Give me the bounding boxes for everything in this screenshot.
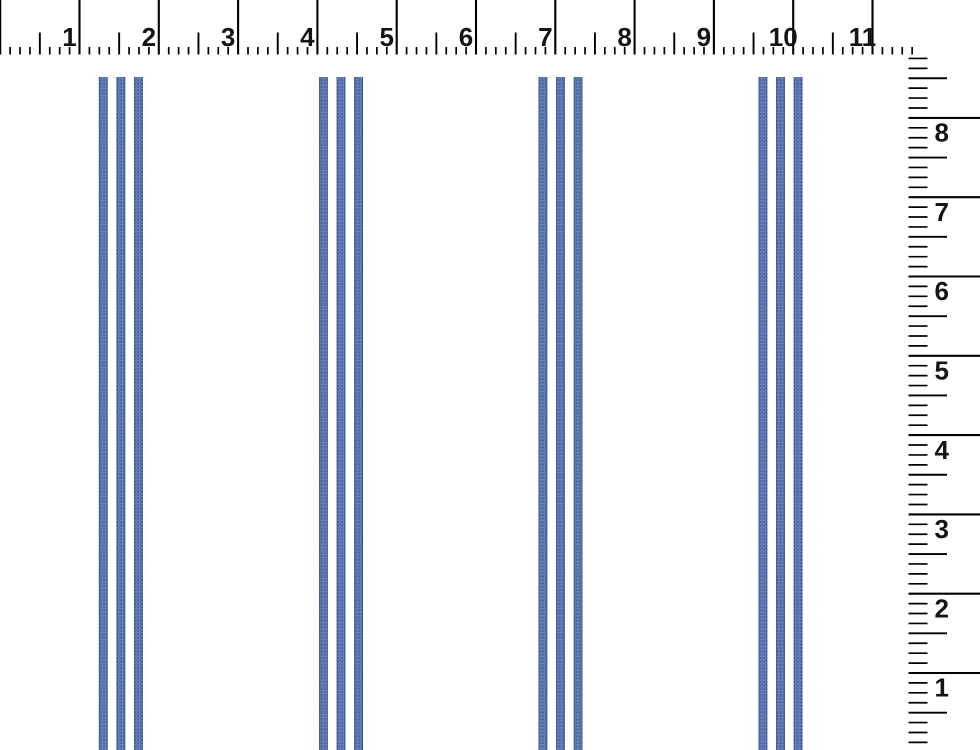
- svg-text:5: 5: [379, 22, 393, 52]
- svg-text:1: 1: [935, 673, 949, 703]
- svg-text:8: 8: [617, 22, 631, 52]
- svg-text:4: 4: [935, 435, 950, 465]
- svg-text:7: 7: [538, 22, 552, 52]
- svg-text:4: 4: [300, 22, 315, 52]
- svg-text:8: 8: [935, 118, 949, 148]
- svg-text:2: 2: [142, 22, 156, 52]
- svg-text:6: 6: [935, 276, 949, 306]
- svg-text:6: 6: [459, 22, 473, 52]
- svg-text:3: 3: [221, 22, 235, 52]
- svg-text:2: 2: [935, 593, 949, 623]
- svg-text:7: 7: [935, 197, 949, 227]
- svg-text:3: 3: [935, 514, 949, 544]
- svg-text:5: 5: [935, 356, 949, 386]
- svg-text:11: 11: [849, 22, 877, 52]
- svg-text:9: 9: [697, 22, 711, 52]
- svg-text:1: 1: [62, 22, 76, 52]
- svg-text:10: 10: [769, 22, 798, 52]
